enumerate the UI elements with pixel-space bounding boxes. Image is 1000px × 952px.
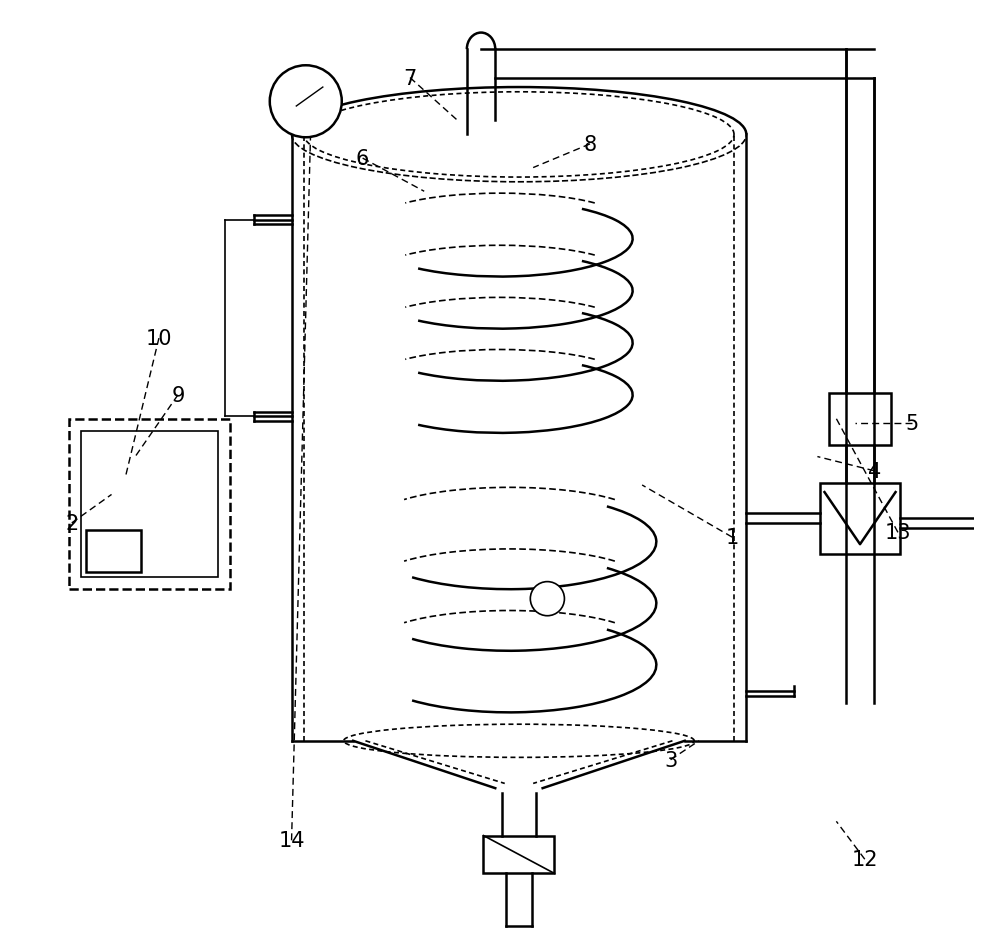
Text: 13: 13 (885, 523, 911, 543)
Bar (81, 431, 218, 577)
Circle shape (530, 582, 564, 616)
Text: 10: 10 (146, 328, 172, 348)
Bar (483, 836, 554, 874)
Text: 1: 1 (725, 527, 739, 547)
Text: 2: 2 (65, 513, 78, 533)
Bar (820, 483, 900, 554)
Text: 12: 12 (852, 849, 878, 869)
Text: 7: 7 (403, 69, 417, 89)
Text: 8: 8 (583, 135, 597, 155)
Bar (829, 393, 891, 446)
Text: 3: 3 (664, 750, 677, 770)
Bar (86, 530, 141, 572)
Text: 6: 6 (356, 149, 369, 169)
Circle shape (270, 67, 342, 138)
Text: 9: 9 (171, 386, 185, 406)
Text: 5: 5 (906, 414, 919, 434)
Text: 4: 4 (868, 462, 881, 482)
Bar (69, 419, 230, 589)
Text: 14: 14 (278, 830, 305, 850)
